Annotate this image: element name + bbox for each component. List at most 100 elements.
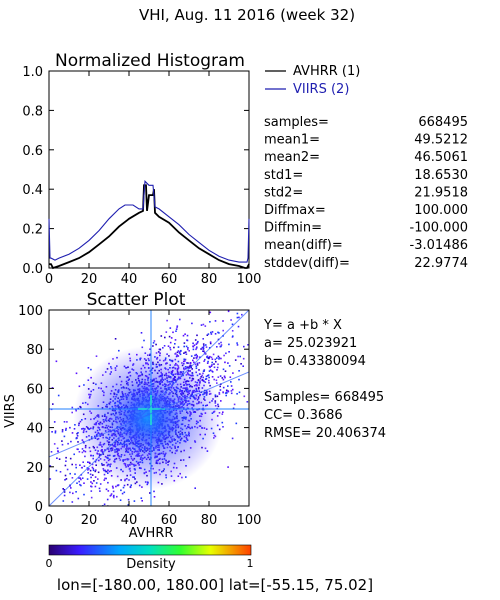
density-point <box>242 365 244 367</box>
scatter-x-tick-label: 80 <box>201 513 218 528</box>
density-point <box>218 356 221 359</box>
density-point <box>193 344 196 346</box>
density-point <box>209 341 212 343</box>
density-point <box>93 480 95 482</box>
density-point <box>92 469 95 472</box>
regression-line <box>49 371 249 458</box>
density-point <box>228 343 230 346</box>
density-point <box>53 443 56 445</box>
density-point <box>188 350 190 352</box>
density-point <box>83 482 85 484</box>
histogram-legend: AVHRR (1) VIIRS (2) <box>265 64 360 97</box>
scatter-panel: Scatter Plot 0 20 40 60 80 100 0 20 40 60 80 100 A… <box>3 290 261 541</box>
stat-value: 21.9518 <box>414 185 468 200</box>
density-point <box>65 427 67 430</box>
density-point <box>224 370 227 372</box>
density-point <box>62 488 64 490</box>
density-point <box>80 484 82 487</box>
density-point <box>74 473 76 475</box>
density-point <box>83 465 86 467</box>
density-point <box>236 344 239 346</box>
density-point <box>63 494 66 497</box>
density-point <box>236 393 238 395</box>
density-point <box>196 342 199 344</box>
density-point <box>152 342 155 344</box>
density-point <box>54 431 57 434</box>
density-point <box>90 490 93 492</box>
legend-viirs-label: VIIRS (2) <box>293 82 349 97</box>
density-point <box>209 355 211 358</box>
density-point <box>160 335 163 337</box>
density-point <box>218 391 221 394</box>
density-point <box>192 348 195 351</box>
density-point <box>201 346 204 349</box>
stat-label: samples= <box>264 115 329 130</box>
density-point <box>169 341 172 344</box>
density-point <box>81 477 84 479</box>
stat-value: 668495 <box>418 115 468 130</box>
density-point <box>198 362 201 364</box>
histogram-y-tick-label: 0.2 <box>22 223 43 238</box>
stat-label: stddev(diff)= <box>264 256 350 271</box>
density-point <box>49 465 52 467</box>
density-point <box>202 323 205 326</box>
scatter-x-tick-label: 20 <box>81 513 98 528</box>
density-point <box>185 351 187 353</box>
density-point <box>179 318 181 321</box>
density-point <box>63 435 66 438</box>
density-point <box>216 382 218 384</box>
density-point <box>206 334 209 336</box>
density-point <box>141 500 143 502</box>
scatter-x-label: AVHRR <box>129 526 174 541</box>
density-point <box>197 340 199 343</box>
density-point <box>224 392 227 394</box>
density-point <box>230 390 233 392</box>
density-point <box>222 411 224 413</box>
figure-title: VHI, Aug. 11 2016 (week 32) <box>139 6 355 24</box>
density-point <box>214 320 217 322</box>
density-point <box>103 503 106 506</box>
density-point <box>117 484 120 486</box>
footer-coordinate-range: lon=[-180.00, 180.00] lat=[-55.15, 75.02… <box>57 576 373 594</box>
density-point <box>204 352 206 355</box>
density-point <box>64 474 67 477</box>
density-point <box>169 327 172 329</box>
density-point <box>118 349 120 352</box>
density-point <box>180 349 182 352</box>
density-point <box>79 464 81 466</box>
scatter-y-tick-label: 60 <box>26 382 43 397</box>
scatter-frame <box>48 309 250 507</box>
histogram-x-tick-label: 40 <box>121 272 138 287</box>
density-point <box>155 343 157 346</box>
density-point <box>89 469 92 472</box>
density-point <box>196 356 199 358</box>
density-point <box>95 469 97 471</box>
density-point <box>176 326 178 329</box>
stat-value: 100.000 <box>414 203 468 218</box>
density-point <box>228 365 231 367</box>
density-point <box>186 339 188 341</box>
density-point <box>116 495 118 498</box>
density-point <box>192 342 194 345</box>
density-point <box>51 387 54 389</box>
density-point <box>153 490 155 493</box>
density-point <box>143 339 145 342</box>
density-point <box>65 460 67 462</box>
density-point <box>70 440 72 443</box>
density-point <box>71 463 73 466</box>
density-point <box>235 422 238 425</box>
density-point <box>61 430 64 433</box>
density-point <box>177 346 180 348</box>
density-point <box>166 319 168 322</box>
density-point <box>242 357 245 360</box>
density-point <box>63 491 66 493</box>
density-point <box>211 376 214 378</box>
density-point <box>183 342 186 344</box>
density-point <box>127 504 130 506</box>
density-point <box>179 351 181 353</box>
density-point <box>216 346 218 348</box>
density-point <box>217 331 219 334</box>
density-point <box>110 493 113 495</box>
density-point <box>202 347 205 350</box>
